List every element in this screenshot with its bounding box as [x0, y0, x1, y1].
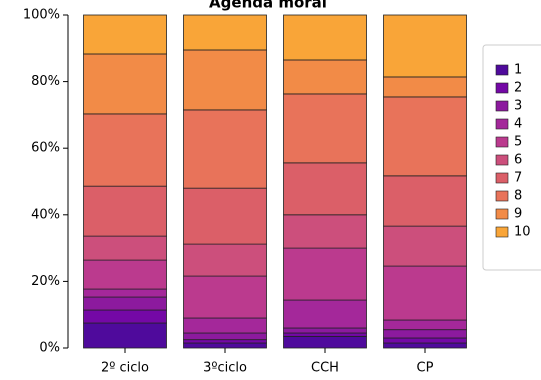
legend-swatch [495, 82, 509, 94]
bar-segment [83, 322, 167, 349]
legend-label: 1 [514, 63, 522, 78]
bar-segment [183, 342, 267, 349]
bar-segment [383, 96, 467, 177]
legend-label: 6 [514, 153, 522, 168]
legend-swatch [495, 172, 509, 184]
bar-segment [283, 14, 367, 61]
bar-segment [383, 342, 467, 349]
legend-label: 9 [514, 207, 522, 222]
y-tick-label: 0% [39, 341, 60, 356]
x-tick-label: 3ºciclo [203, 361, 247, 376]
legend-label: 8 [514, 189, 522, 204]
legend-swatch [495, 226, 509, 238]
legend-swatch [495, 118, 509, 130]
bar-segment [183, 275, 267, 319]
bar-segment [383, 337, 467, 344]
y-tick-label: 60% [31, 141, 60, 156]
bar-segment [183, 49, 267, 111]
bar-segment [83, 113, 167, 187]
bar-segment [83, 53, 167, 115]
bar-segment [383, 175, 467, 227]
bar-segment [183, 332, 267, 341]
bar-segment [283, 59, 367, 95]
y-tick-label: 20% [31, 274, 60, 289]
bar-segment [83, 235, 167, 261]
bar-segment [283, 93, 367, 164]
bar-segment [183, 187, 267, 245]
legend-label: 3 [514, 99, 522, 114]
bar-segment [83, 288, 167, 298]
legend-swatch [495, 154, 509, 166]
x-tick-label: CCH [311, 361, 339, 376]
bar-segment [183, 243, 267, 277]
bar-segment [283, 247, 367, 301]
bar-segment [83, 185, 167, 237]
y-tick-label: 80% [31, 74, 60, 89]
bar-segment [283, 299, 367, 329]
legend-swatch [495, 64, 509, 76]
legend-swatch [495, 208, 509, 220]
bar-segment [383, 265, 467, 321]
bar-segment [383, 14, 467, 78]
x-tick-label: CP [417, 361, 434, 376]
legend-label: 5 [514, 135, 522, 150]
bar-segment [183, 14, 267, 51]
bar-segment [383, 329, 467, 339]
bar-segment [83, 14, 167, 55]
bar-segment [283, 327, 367, 334]
legend-swatch [495, 100, 509, 112]
y-tick-label: 40% [31, 207, 60, 222]
bar-segment [83, 309, 167, 324]
chart-title: Agenda moral [209, 0, 327, 12]
legend-box [482, 44, 541, 271]
legend-label: 7 [514, 171, 522, 186]
bar-segment [283, 332, 367, 337]
legend-swatch [495, 136, 509, 148]
bar-segment [383, 319, 467, 331]
legend-label: 10 [514, 225, 531, 240]
bar-segment [83, 296, 167, 311]
bar-segment [183, 109, 267, 189]
bar-segment [183, 339, 267, 344]
bar-segment [83, 259, 167, 290]
legend-label: 2 [514, 81, 522, 96]
legend-swatch [495, 190, 509, 202]
bar-segment [283, 335, 367, 349]
bar-segment [283, 214, 367, 249]
x-tick-label: 2º ciclo [101, 361, 149, 376]
bar-segment [383, 76, 467, 98]
legend-label: 4 [514, 117, 522, 132]
bar-segment [383, 225, 467, 267]
bar-segment [183, 317, 267, 334]
y-tick-label: 100% [23, 8, 60, 23]
bar-segment [283, 162, 367, 216]
